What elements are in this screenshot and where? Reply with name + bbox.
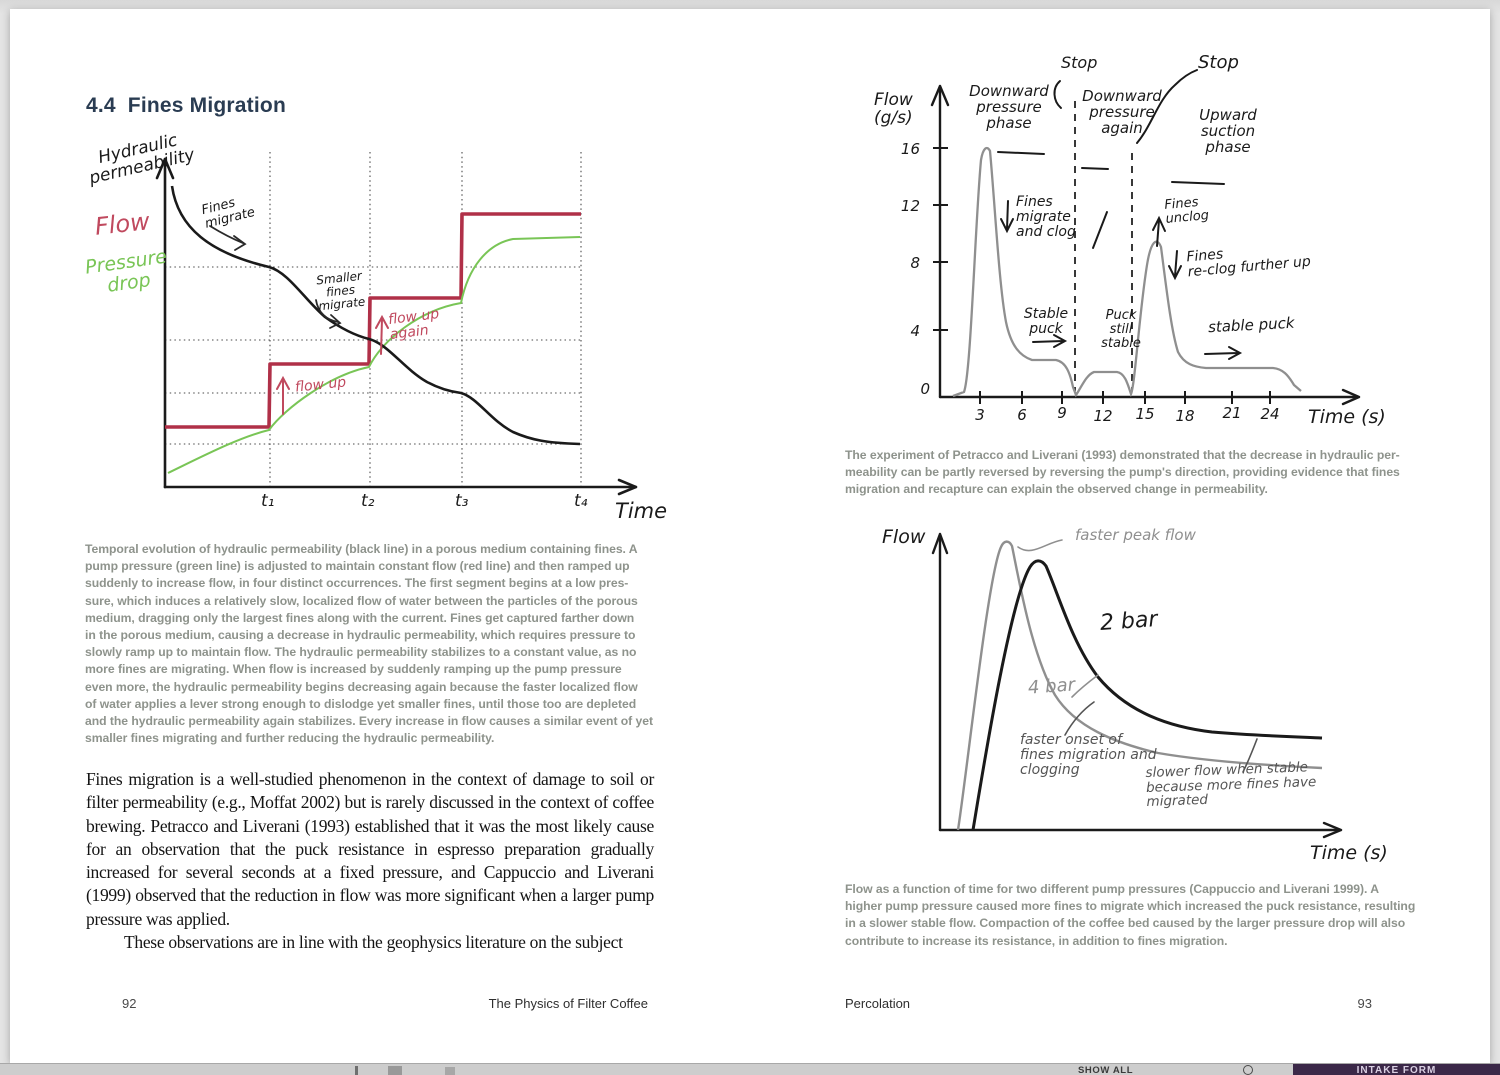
ytick-4: 4 (910, 322, 920, 340)
annotation-marks (997, 69, 1243, 360)
ytick-0: 0 (920, 380, 930, 398)
ytick-labels: 16 12 8 4 0 (901, 140, 930, 398)
ylabel-flow: Flow (882, 526, 926, 548)
xlabel-time: Time (615, 499, 668, 523)
left-page-number: 92 (122, 996, 137, 1011)
annotation-2bar: 2 bar (1099, 607, 1159, 636)
right-top-figure-caption: The experiment of Petracco and Liverani … (845, 448, 1400, 497)
xlabel-time-s: Time (s) (1310, 842, 1388, 864)
ytick-12: 12 (901, 197, 920, 215)
axes (931, 532, 1343, 839)
permeability-line (170, 185, 581, 446)
annotation-smaller-fines-migrate: Smaller fines migrate (315, 268, 366, 314)
comparison-canvas (931, 532, 1343, 839)
pump-reversal-canvas: 16 12 8 4 0 3 6 9 12 15 18 21 24 (901, 69, 1361, 425)
flow-step-line (165, 212, 581, 429)
intake-form-button[interactable]: INTAKE FORM (1293, 1064, 1500, 1075)
ytick-16: 16 (901, 140, 920, 158)
annotation-stable-puck-2: stable puck (1207, 313, 1295, 337)
left-chart-canvas (155, 152, 638, 496)
body-paragraph-1: Fines migration is a well-studied phenom… (86, 769, 654, 929)
ylabel-flow-gs: Flow (g/s) (874, 90, 913, 129)
axes (930, 84, 1361, 406)
annotation-arrows-black (209, 225, 342, 329)
pump-pressure-comparison-chart: Flow faster peak flow 2 bar 4 bar faster… (860, 515, 1405, 877)
section-number: 4.4 (86, 94, 116, 117)
show-all-button[interactable]: SHOW ALL (1078, 1065, 1134, 1075)
left-running-footer: The Physics of Filter Coffee (488, 996, 648, 1011)
annotation-connectors (1017, 539, 1099, 698)
cutoff-content-fragment (388, 1066, 402, 1075)
xtick-21: 21 (1222, 404, 1241, 422)
ytick-8: 8 (910, 254, 920, 272)
annotation-slower-flow: slower flow when stable because more fin… (1145, 759, 1317, 811)
annotation-downward-pressure-phase: Downward pressure phase (969, 82, 1049, 133)
xtick-t2: t₂ (361, 491, 375, 511)
annotation-upward-suction-phase: Upward suction phase (1199, 106, 1257, 157)
xlabel-time-s: Time (s) (1308, 406, 1386, 428)
xtick-t1: t₁ (261, 491, 275, 511)
annotation-stop-1: Stop (1061, 53, 1098, 72)
pump-reversal-chart: 16 12 8 4 0 3 6 9 12 15 18 21 24 (860, 52, 1435, 447)
cutoff-content-fragment (355, 1066, 358, 1075)
xtick-15: 15 (1135, 405, 1154, 423)
pressure-drop-line (167, 236, 581, 474)
left-permeability-chart: Hydraulic permeability Flow Pressure dro… (84, 130, 667, 532)
annotation-flow-up-again: flow up again (387, 305, 441, 344)
horizontal-gridlines (165, 266, 582, 445)
tick-marks (933, 147, 1271, 404)
right-bottom-figure-caption: Flow as a function of time for two diffe… (845, 882, 1416, 948)
right-page-number: 93 (1357, 996, 1372, 1011)
book-page-spread (10, 9, 1490, 1063)
xtick-3: 3 (975, 406, 985, 424)
annotation-4bar: 4 bar (1027, 674, 1076, 699)
annotation-puck-still-stable: Puck still stable (1101, 308, 1141, 352)
help-circle-icon[interactable] (1243, 1065, 1253, 1075)
right-running-footer: Percolation (845, 996, 911, 1011)
phase-separators (1074, 101, 1133, 391)
xtick-t3: t₃ (455, 491, 469, 511)
body-paragraph-2: These observations are in line with the … (124, 932, 623, 953)
axes (155, 157, 638, 496)
section-title: Fines Migration (127, 94, 286, 117)
annotation-downward-pressure-again: Downward pressure again (1082, 87, 1162, 138)
xtick-18: 18 (1175, 407, 1194, 425)
annotation-stable-puck-1: Stable puck (1023, 306, 1069, 338)
flow-curve (952, 146, 1302, 398)
curve-2bar (971, 559, 1323, 831)
annotation-connectors-dark (1064, 701, 1258, 773)
ylabel-flow: Flow (93, 207, 152, 241)
left-figure-caption: Temporal evolution of hydraulic permeabi… (85, 542, 653, 746)
xtick-12: 12 (1093, 407, 1112, 425)
annotation-faster-peak-flow: faster peak flow (1075, 526, 1196, 544)
bottom-toolbar-cutoff: SHOW ALL INTAKE FORM (0, 1063, 1500, 1075)
xtick-9: 9 (1057, 404, 1067, 422)
xtick-24: 24 (1260, 405, 1279, 423)
annotation-faster-onset: faster onset of fines migration and clog… (1020, 732, 1157, 779)
curve-4bar (956, 540, 1323, 831)
xtick-6: 6 (1017, 406, 1027, 424)
body-text: Fines migration is a well-studied phenom… (86, 768, 654, 954)
annotation-fines-unclog: Fines unclog (1163, 194, 1210, 227)
annotation-arrows-red (276, 314, 389, 415)
annotation-stop-2: Stop (1198, 52, 1239, 73)
section-heading: 4.4 Fines Migration (86, 94, 286, 118)
annotation-fines-migrate-clog: Fines migrate and clog (1016, 194, 1076, 241)
xtick-t4: t₄ (574, 491, 588, 511)
cutoff-content-fragment (445, 1067, 455, 1075)
xtick-labels: 3 6 9 12 15 18 21 24 (975, 404, 1279, 425)
